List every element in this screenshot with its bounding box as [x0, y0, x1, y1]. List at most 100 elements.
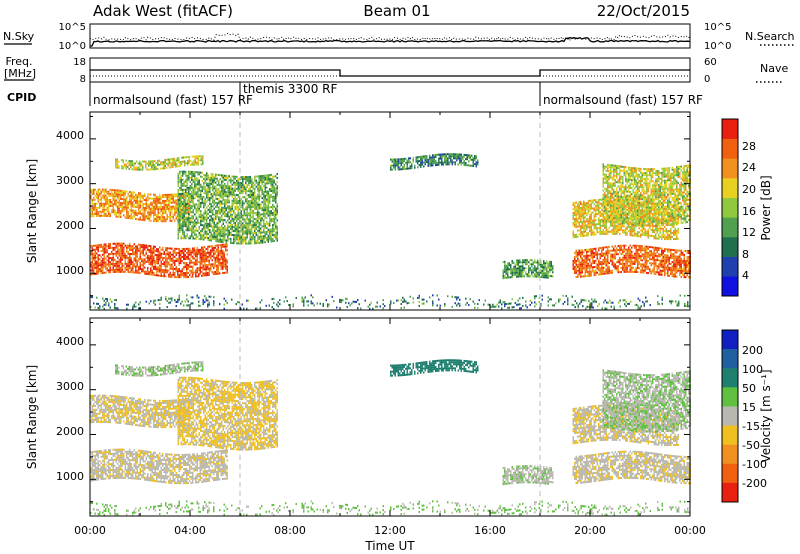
power-cell-2721 [222, 192, 224, 195]
power-cell-1188 [112, 197, 114, 200]
power-cell-3925 [578, 269, 580, 272]
power-cell-4200 [617, 245, 619, 248]
power-cell-2780 [227, 237, 229, 240]
power-cell-3210 [251, 208, 253, 211]
power-cell-3614 [275, 231, 277, 234]
power-cell-2161 [189, 223, 191, 226]
power-cell-2748 [224, 194, 226, 197]
power-cell-1555 [163, 208, 165, 211]
power-cell-4830 [583, 202, 585, 205]
power-cell-334 [133, 257, 135, 260]
power-cell-756 [190, 249, 192, 252]
power-cell-2277 [195, 183, 197, 186]
power-cell-4558 [668, 258, 670, 261]
power-cell-666 [178, 253, 180, 257]
power-cell-3534 [269, 178, 271, 181]
power-cell-1534 [160, 204, 162, 207]
power-cell-4176 [614, 265, 616, 268]
power-cell-868 [205, 256, 207, 259]
power-cell-323 [132, 263, 134, 266]
power-cell-2989 [239, 226, 241, 229]
power-cell-2349 [200, 185, 202, 188]
power-cell-154 [109, 257, 111, 260]
power-cell-2737 [224, 225, 226, 228]
power-cell-4872 [587, 199, 589, 202]
power-cell-102 [102, 247, 104, 250]
power-cell-1354 [135, 197, 137, 200]
power-cell-4868 [587, 208, 589, 211]
power-cell-710 [184, 253, 186, 256]
power-cell-397 [142, 266, 144, 269]
power-cell-3565 [272, 228, 274, 231]
power-cell-1022 [226, 265, 228, 268]
power-cell-32 [93, 252, 95, 255]
power-cell-2533 [212, 205, 214, 208]
power-cell-1911 [188, 161, 190, 164]
power-cell-3497 [267, 204, 269, 207]
power-cell-43 [94, 252, 96, 255]
power-cell-1139 [105, 194, 107, 197]
power-cell-949 [217, 270, 219, 273]
power-cell-4020 [590, 256, 592, 259]
power-cell-51 [96, 264, 98, 267]
power-cell-711 [184, 249, 186, 252]
power-cell-1497 [156, 214, 158, 217]
power-cell-2581 [215, 215, 217, 218]
power-cell-1052 [93, 204, 95, 207]
power-cell-1317 [130, 207, 132, 210]
power-cell-3363 [260, 227, 262, 230]
power-cell-940 [216, 264, 218, 267]
power-cell-1352 [135, 201, 137, 204]
power-cell-4274 [628, 246, 630, 249]
power-cell-2475 [209, 229, 211, 232]
power-cell-1735 [189, 203, 191, 206]
power-cell-4739 [574, 207, 576, 210]
power-cell-3295 [255, 195, 257, 198]
power-cell-2410 [204, 202, 206, 205]
power-cell-3184 [249, 204, 251, 207]
power-cell-2107 [185, 172, 187, 175]
power-cell-93 [102, 269, 104, 272]
power-cell-4617 [676, 255, 678, 258]
power-cell-3591 [273, 227, 275, 230]
power-cell-252 [121, 244, 123, 247]
power-cell-2592 [215, 187, 217, 190]
power-cell-475 [153, 271, 155, 274]
power-cell-509 [157, 268, 159, 271]
power-cell-2168 [189, 205, 191, 208]
power-cell-3209 [251, 210, 253, 213]
power-cell-2747 [224, 198, 226, 201]
power-cell-1012 [225, 261, 227, 264]
power-cell-2321 [198, 187, 200, 190]
power-cell-512 [157, 260, 159, 263]
power-cell-3682 [507, 270, 509, 273]
power-cell-2817 [228, 207, 230, 210]
power-cell-4169 [613, 261, 615, 264]
power-cell-2061 [183, 233, 185, 236]
power-cell-84 [100, 266, 102, 269]
power-cell-4025 [592, 270, 594, 273]
power-cell-4243 [625, 266, 627, 269]
power-cell-1100 [100, 210, 102, 213]
power-cell-1853 [164, 165, 166, 168]
power-cell-2327 [198, 171, 200, 174]
power-cell-709 [184, 255, 186, 258]
power-cell-1472 [153, 213, 155, 216]
power-cell-355 [136, 263, 138, 266]
power-cell-2014 [180, 213, 182, 216]
power-cell-1055 [93, 196, 95, 199]
power-cell-3646 [276, 209, 278, 212]
power-cell-3423 [263, 196, 265, 200]
power-cell-3068 [243, 236, 245, 239]
power-cell-1170 [109, 194, 111, 197]
power-cell-402 [142, 254, 144, 257]
power-cell-1870 [170, 162, 172, 165]
power-cell-2597 [215, 173, 217, 176]
power-cell-2502 [210, 223, 212, 226]
power-cell-4081 [599, 255, 601, 258]
power-cell-607 [171, 275, 173, 278]
power-cell-549 [162, 248, 164, 251]
power-cell-3339 [258, 211, 260, 214]
power-cell-1337 [133, 215, 135, 218]
power-cell-448 [150, 271, 152, 274]
